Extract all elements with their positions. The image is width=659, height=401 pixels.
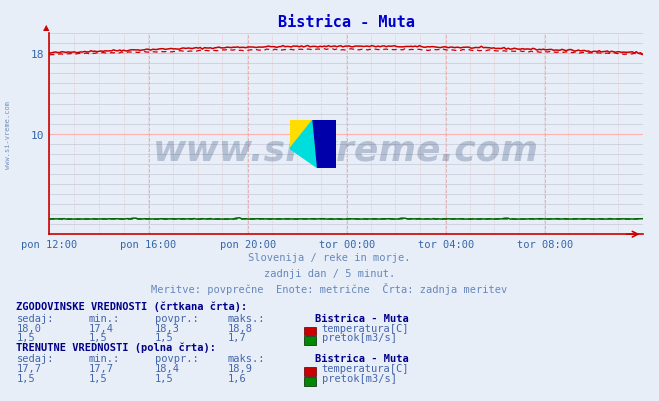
- Text: temperatura[C]: temperatura[C]: [322, 323, 409, 333]
- Text: 17,4: 17,4: [89, 323, 114, 333]
- Text: Bistrica - Muta: Bistrica - Muta: [315, 313, 409, 323]
- Text: min.:: min.:: [89, 313, 120, 323]
- Text: ▲: ▲: [43, 23, 49, 32]
- Text: temperatura[C]: temperatura[C]: [322, 363, 409, 373]
- Text: 1,5: 1,5: [155, 373, 173, 383]
- Text: 1,7: 1,7: [227, 332, 246, 342]
- Text: 1,5: 1,5: [16, 332, 35, 342]
- Text: ZGODOVINSKE VREDNOSTI (črtkana črta):: ZGODOVINSKE VREDNOSTI (črtkana črta):: [16, 301, 248, 312]
- Text: 1,5: 1,5: [155, 332, 173, 342]
- Text: 1,5: 1,5: [89, 332, 107, 342]
- Text: sedaj:: sedaj:: [16, 353, 54, 363]
- Text: Slovenija / reke in morje.: Slovenija / reke in morje.: [248, 253, 411, 263]
- Text: 18,8: 18,8: [227, 323, 252, 333]
- Text: maks.:: maks.:: [227, 353, 265, 363]
- Text: www.si-vreme.com: www.si-vreme.com: [153, 134, 539, 167]
- Text: povpr.:: povpr.:: [155, 313, 198, 323]
- Polygon shape: [313, 120, 336, 168]
- Text: 17,7: 17,7: [89, 363, 114, 373]
- Text: 18,3: 18,3: [155, 323, 180, 333]
- Text: pretok[m3/s]: pretok[m3/s]: [322, 373, 397, 383]
- Text: maks.:: maks.:: [227, 313, 265, 323]
- Text: 18,9: 18,9: [227, 363, 252, 373]
- Text: 18,4: 18,4: [155, 363, 180, 373]
- Text: 1,5: 1,5: [89, 373, 107, 383]
- Text: 1,6: 1,6: [227, 373, 246, 383]
- Text: sedaj:: sedaj:: [16, 313, 54, 323]
- Text: zadnji dan / 5 minut.: zadnji dan / 5 minut.: [264, 269, 395, 279]
- Text: Bistrica - Muta: Bistrica - Muta: [315, 353, 409, 363]
- Text: TRENUTNE VREDNOSTI (polna črta):: TRENUTNE VREDNOSTI (polna črta):: [16, 342, 216, 352]
- Text: www.si-vreme.com: www.si-vreme.com: [5, 100, 11, 168]
- Text: 17,7: 17,7: [16, 363, 42, 373]
- Polygon shape: [290, 120, 313, 149]
- Text: min.:: min.:: [89, 353, 120, 363]
- Text: Meritve: povprečne  Enote: metrične  Črta: zadnja meritev: Meritve: povprečne Enote: metrične Črta:…: [152, 283, 507, 295]
- Text: 1,5: 1,5: [16, 373, 35, 383]
- Text: pretok[m3/s]: pretok[m3/s]: [322, 332, 397, 342]
- Text: povpr.:: povpr.:: [155, 353, 198, 363]
- Title: Bistrica - Muta: Bistrica - Muta: [277, 15, 415, 30]
- Text: 18,0: 18,0: [16, 323, 42, 333]
- Polygon shape: [290, 120, 318, 168]
